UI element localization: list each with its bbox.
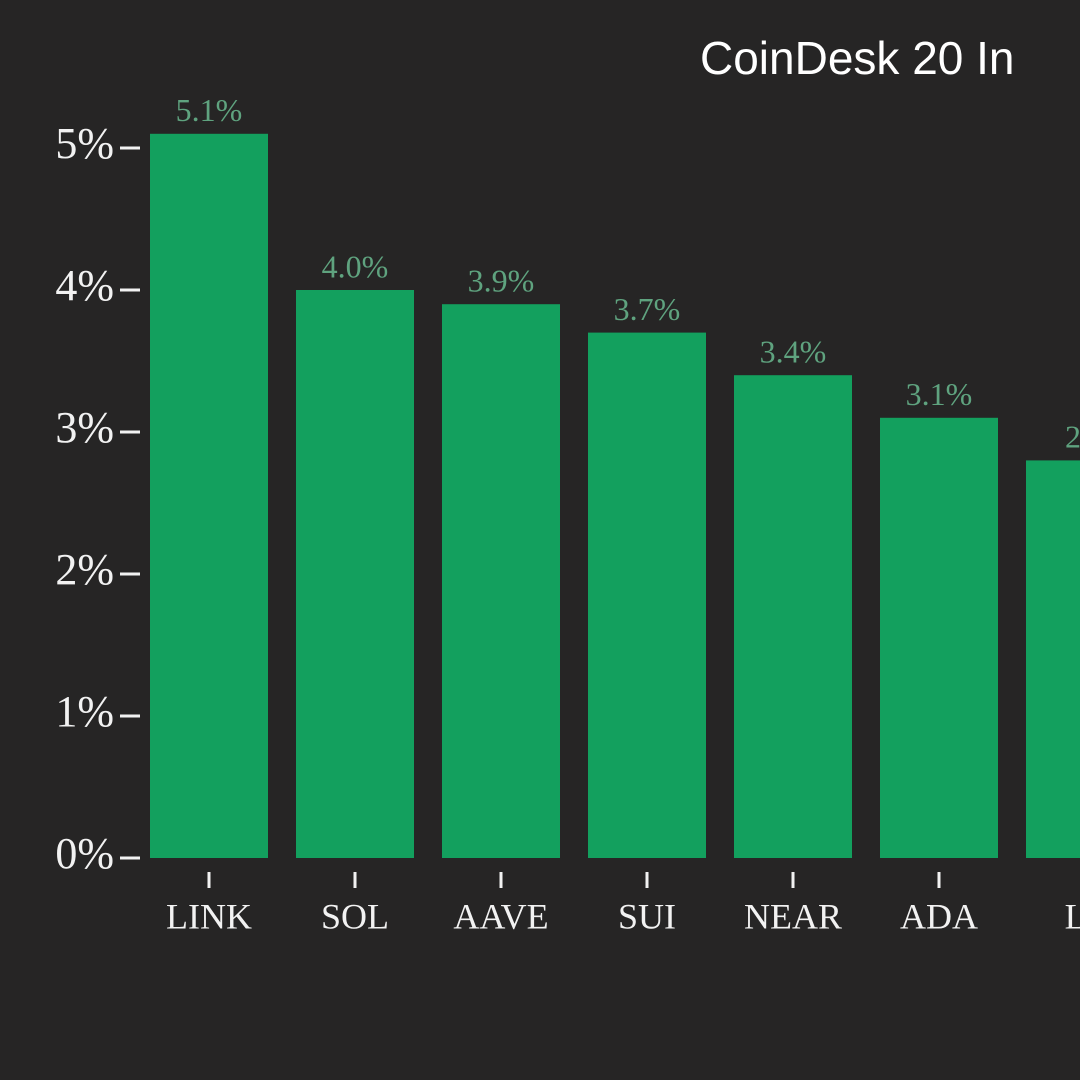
y-tick-label: 0% [55, 829, 114, 878]
y-tick-label: 1% [55, 687, 114, 736]
bar [150, 133, 268, 859]
x-tick-label: NEAR [744, 896, 842, 936]
value-label: 2.8 [1065, 419, 1080, 455]
value-label: 3.7% [614, 291, 681, 327]
value-label: 4.0% [322, 248, 389, 284]
bar [880, 417, 998, 858]
bar [1026, 460, 1080, 858]
x-tick-label: SUI [618, 896, 676, 936]
x-tick-label: SOL [321, 896, 389, 936]
bar [296, 290, 414, 858]
x-tick-label: AAVE [453, 896, 548, 936]
bar [588, 332, 706, 859]
value-label: 3.4% [760, 334, 827, 370]
x-tick-label: ADA [900, 896, 978, 936]
value-label: 3.1% [906, 376, 973, 412]
y-tick-label: 2% [55, 545, 114, 594]
chart-title: CoinDesk 20 In [700, 32, 1015, 84]
y-tick-label: 5% [55, 119, 114, 168]
x-tick-label: LT [1065, 896, 1080, 936]
value-label: 3.9% [468, 263, 535, 299]
value-label: 5.1% [176, 92, 243, 128]
x-tick-label: LINK [166, 896, 252, 936]
y-tick-label: 4% [55, 261, 114, 310]
bar [442, 304, 560, 858]
bar [734, 375, 852, 858]
y-tick-label: 3% [55, 403, 114, 452]
